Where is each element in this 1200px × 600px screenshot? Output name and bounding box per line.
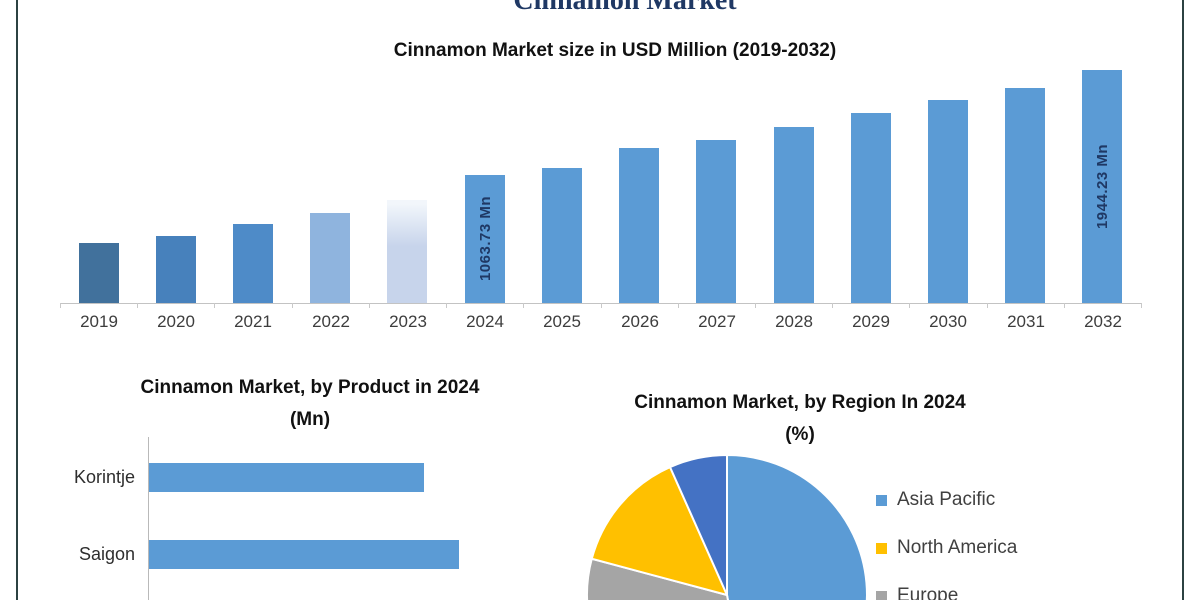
legend-marker-icon: [876, 590, 887, 600]
bar-2024: 1063.73 Mn: [465, 175, 505, 303]
bar-2022: [310, 213, 350, 303]
legend-label: North America: [897, 537, 1018, 558]
legend-item-europe: Europe: [876, 585, 1017, 600]
bar-2027: [696, 140, 736, 303]
bar-2023: [387, 200, 427, 303]
pie-icon: [586, 454, 868, 600]
x-tick-label-2024: 2024: [466, 312, 504, 331]
x-tick-label-2023: 2023: [389, 312, 427, 331]
legend-marker-icon: [876, 542, 887, 554]
x-axis-tick: [369, 303, 370, 308]
pie-slice-north-america: [590, 466, 728, 596]
x-tick-label-2022: 2022: [312, 312, 350, 331]
product-chart-title-unit: (Mn): [289, 409, 331, 430]
x-axis-tick: [755, 303, 756, 308]
legend-item-north-america: North America: [876, 537, 1017, 559]
x-axis-tick: [678, 303, 679, 308]
region-legend: Asia Pacific North America Europe: [876, 489, 1017, 600]
region-chart-title: Cinnamon Market, by Region In 2024: [634, 392, 966, 413]
bar-2031: [1005, 88, 1045, 303]
bar-saigon: [149, 540, 459, 569]
x-tick-label-2025: 2025: [543, 312, 581, 331]
page-title: Cinnamon Market: [513, 0, 737, 16]
x-tick-label-2029: 2029: [852, 312, 890, 331]
x-tick-label-2019: 2019: [80, 312, 118, 331]
bar-2021: [233, 224, 273, 303]
bar-2029: [851, 113, 891, 303]
main-bar-plot: 1063.73 Mn 1944.23 Mn: [60, 63, 1141, 303]
x-tick-label-2021: 2021: [234, 312, 272, 331]
bar-2026: [619, 148, 659, 303]
legend-marker-icon: [876, 494, 887, 506]
bar-2028: [774, 127, 814, 303]
bar-value-label-2024: 1063.73 Mn: [476, 196, 494, 282]
x-tick-label-2028: 2028: [775, 312, 813, 331]
product-plot: [149, 439, 609, 600]
main-x-axis: [60, 303, 1142, 308]
frame-border-right: [1182, 0, 1184, 600]
x-axis-tick: [832, 303, 833, 308]
x-axis-tick: [214, 303, 215, 308]
bar-2030: [928, 100, 968, 303]
pie-slice-europe: [586, 557, 729, 600]
bar-2019: [79, 243, 119, 303]
product-y-axis: [148, 437, 149, 600]
x-axis-tick: [446, 303, 447, 308]
x-axis-tick: [601, 303, 602, 308]
bar-2032: 1944.23 Mn: [1082, 70, 1122, 303]
x-tick-label-2030: 2030: [929, 312, 967, 331]
x-axis-tick: [1141, 303, 1142, 308]
x-tick-label-2032: 2032: [1084, 312, 1122, 331]
bar-korintje: [149, 463, 424, 492]
x-axis-tick: [523, 303, 524, 308]
category-label-saigon: Saigon: [78, 544, 135, 564]
main-x-labels: 2019 2020 2021 2022 2023 2024 2025 2026 2027 2028…: [60, 312, 1141, 334]
x-tick-label-2026: 2026: [621, 312, 659, 331]
category-label-korintje: Korintje: [73, 467, 135, 487]
bar-2020: [156, 236, 196, 303]
x-axis-tick: [60, 303, 61, 308]
x-axis-tick: [987, 303, 988, 308]
region-chart-title-unit: (%): [785, 424, 815, 445]
legend-label: Europe: [897, 585, 959, 600]
x-axis-tick: [1064, 303, 1065, 308]
main-chart-title: Cinnamon Market size in USD Million (201…: [393, 40, 837, 61]
bar-value-label-2032: 1944.23 Mn: [1093, 143, 1111, 230]
bar-2025: [542, 168, 582, 303]
x-axis-tick: [137, 303, 138, 308]
x-axis-tick: [292, 303, 293, 308]
x-tick-label-2020: 2020: [157, 312, 195, 331]
pie-slice-asia-pacific: [726, 454, 868, 600]
frame-border-left: [16, 0, 18, 600]
x-axis-tick: [909, 303, 910, 308]
product-chart-title: Cinnamon Market, by Product in 2024: [140, 377, 480, 398]
legend-item-asia-pacific: Asia Pacific: [876, 489, 1017, 511]
x-tick-label-2027: 2027: [698, 312, 736, 331]
pie-slice-unlabeled: [669, 454, 728, 596]
legend-label: Asia Pacific: [897, 489, 996, 510]
x-tick-label-2031: 2031: [1007, 312, 1045, 331]
